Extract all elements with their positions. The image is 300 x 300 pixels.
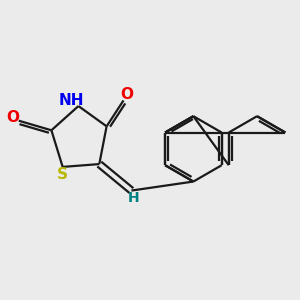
Text: NH: NH <box>58 93 84 108</box>
Text: O: O <box>7 110 20 125</box>
Text: H: H <box>128 191 140 206</box>
Text: O: O <box>120 87 133 102</box>
Text: S: S <box>57 167 68 182</box>
